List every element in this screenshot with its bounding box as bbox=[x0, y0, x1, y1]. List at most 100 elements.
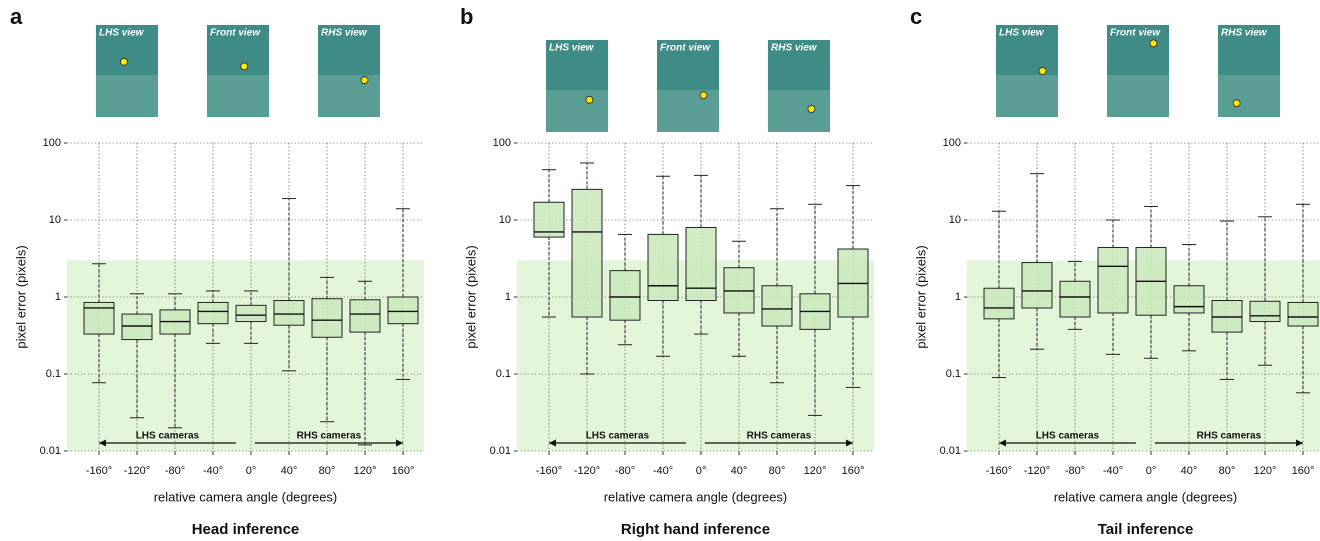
y-tick-label: 0.01 bbox=[40, 445, 61, 457]
view-shade bbox=[207, 75, 269, 117]
box bbox=[1173, 285, 1205, 314]
lhs-arrow-head bbox=[999, 439, 1006, 447]
box bbox=[571, 188, 603, 318]
box bbox=[349, 299, 381, 333]
x-tick-label: 160° bbox=[392, 465, 415, 477]
rhs-annotation: RHS cameras bbox=[1197, 431, 1262, 442]
y-tick-label: 0.01 bbox=[490, 445, 511, 457]
box bbox=[647, 233, 679, 302]
view-label: Front view bbox=[210, 28, 261, 39]
box bbox=[273, 300, 305, 326]
box bbox=[83, 301, 115, 335]
y-tick-label: 100 bbox=[493, 137, 511, 149]
box bbox=[235, 304, 267, 323]
keypoint-dot bbox=[585, 95, 594, 104]
lhs-annotation: LHS cameras bbox=[586, 431, 650, 442]
x-tick-label: -120° bbox=[124, 465, 150, 477]
x-tick-label: 80° bbox=[319, 465, 336, 477]
x-tick-label: 120° bbox=[1254, 465, 1277, 477]
box bbox=[685, 226, 717, 302]
y-tick-label: 0.1 bbox=[46, 368, 61, 380]
rhs-arrow-head bbox=[1296, 439, 1303, 447]
y-tick-label: 1 bbox=[955, 291, 961, 303]
lhs-arrow-head bbox=[99, 439, 106, 447]
x-tick-label: 0° bbox=[696, 465, 707, 477]
box bbox=[387, 296, 419, 325]
keypoint-dot bbox=[120, 57, 128, 66]
view-label: Front view bbox=[1110, 28, 1161, 39]
y-tick-label: 0.01 bbox=[940, 445, 961, 457]
keypoint-dot bbox=[240, 62, 249, 71]
x-tick-label: -160° bbox=[986, 465, 1012, 477]
keypoint-dot bbox=[807, 105, 816, 113]
rhs-arrow-head bbox=[396, 439, 403, 447]
x-tick-label: 40° bbox=[1181, 465, 1198, 477]
box bbox=[1287, 301, 1319, 327]
box bbox=[1059, 280, 1091, 318]
x-axis-label: relative camera angle (degrees) bbox=[1054, 489, 1238, 504]
y-tick-label: 0.1 bbox=[946, 368, 961, 380]
x-tick-label: -80° bbox=[615, 465, 635, 477]
box bbox=[983, 287, 1015, 320]
y-axis-label: pixel error (pixels) bbox=[13, 245, 28, 348]
panel-label: c bbox=[910, 4, 922, 29]
box bbox=[121, 313, 153, 341]
x-tick-label: 120° bbox=[354, 465, 377, 477]
view-shade bbox=[768, 90, 830, 132]
y-tick-label: 0.1 bbox=[496, 368, 511, 380]
lhs-annotation: LHS cameras bbox=[136, 431, 200, 442]
x-tick-label: 160° bbox=[842, 465, 865, 477]
box bbox=[311, 298, 343, 338]
view-shade bbox=[1218, 75, 1280, 117]
x-axis-label: relative camera angle (degrees) bbox=[604, 489, 788, 504]
y-axis-label: pixel error (pixels) bbox=[463, 245, 478, 348]
x-tick-label: -120° bbox=[574, 465, 600, 477]
box bbox=[197, 301, 229, 325]
x-tick-label: 80° bbox=[1219, 465, 1236, 477]
x-tick-label: -40° bbox=[653, 465, 673, 477]
box bbox=[1021, 262, 1053, 309]
x-tick-label: -40° bbox=[203, 465, 223, 477]
box bbox=[761, 285, 793, 327]
view-label: RHS view bbox=[321, 28, 368, 39]
lhs-arrow-head bbox=[549, 439, 556, 447]
panel-label: b bbox=[460, 4, 473, 29]
panel-title: Right hand inference bbox=[621, 521, 770, 538]
view-shade bbox=[996, 75, 1058, 117]
box bbox=[1097, 246, 1129, 314]
y-tick-label: 100 bbox=[43, 137, 61, 149]
rhs-annotation: RHS cameras bbox=[297, 431, 362, 442]
rhs-arrow-head bbox=[846, 439, 853, 447]
y-tick-label: 10 bbox=[949, 214, 961, 226]
keypoint-dot bbox=[1232, 99, 1241, 108]
x-tick-label: 40° bbox=[731, 465, 748, 477]
box bbox=[609, 270, 641, 321]
y-tick-label: 10 bbox=[49, 214, 61, 226]
view-label: Front view bbox=[660, 43, 711, 54]
x-axis-label: relative camera angle (degrees) bbox=[154, 489, 338, 504]
keypoint-dot bbox=[360, 76, 369, 85]
lhs-annotation: LHS cameras bbox=[1036, 431, 1100, 442]
x-tick-label: -120° bbox=[1024, 465, 1050, 477]
x-tick-label: -160° bbox=[536, 465, 562, 477]
view-label: RHS view bbox=[1221, 28, 1268, 39]
x-tick-label: 0° bbox=[246, 465, 257, 477]
panel-title: Head inference bbox=[192, 521, 300, 538]
y-tick-label: 1 bbox=[55, 291, 61, 303]
view-label: LHS view bbox=[549, 43, 595, 54]
acceptable-region bbox=[67, 260, 424, 451]
x-tick-label: -160° bbox=[86, 465, 112, 477]
y-tick-label: 1 bbox=[505, 291, 511, 303]
y-tick-label: 10 bbox=[499, 214, 511, 226]
view-shade bbox=[318, 75, 380, 117]
view-label: RHS view bbox=[771, 43, 818, 54]
x-tick-label: 40° bbox=[281, 465, 298, 477]
view-shade bbox=[546, 90, 608, 132]
view-label: LHS view bbox=[99, 28, 145, 39]
view-label: LHS view bbox=[999, 28, 1045, 39]
x-tick-label: -80° bbox=[165, 465, 185, 477]
x-tick-label: 0° bbox=[1146, 465, 1157, 477]
x-tick-label: -80° bbox=[1065, 465, 1085, 477]
view-shade bbox=[96, 75, 158, 117]
